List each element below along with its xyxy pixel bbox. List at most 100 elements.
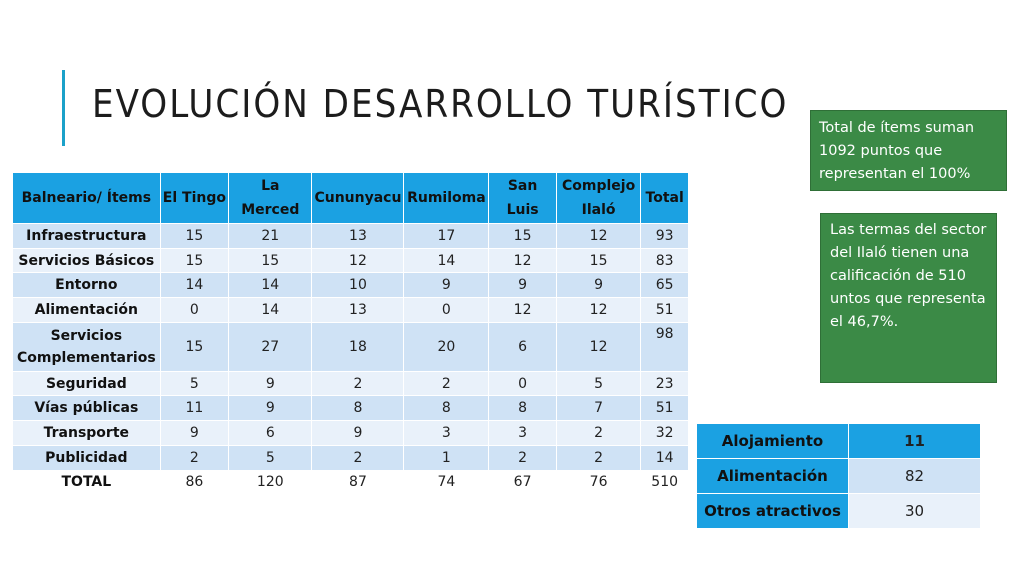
row-label: Publicidad bbox=[12, 444, 161, 471]
row-total-cell: 32 bbox=[640, 420, 689, 446]
table-cell: 2 bbox=[555, 420, 642, 446]
table-cell: 74 bbox=[403, 469, 490, 496]
table-cell: 13 bbox=[311, 297, 405, 323]
table-cell: 5 bbox=[159, 370, 230, 397]
table-row: Servicios Complementarios 15 27 18 20 6 12 98 bbox=[12, 321, 689, 372]
row-label: Entorno bbox=[12, 272, 161, 299]
table-cell: 0 bbox=[403, 297, 490, 323]
table-cell: 2 bbox=[311, 370, 405, 397]
summary-table: Alojamiento 11 Alimentación 82 Otros atracti… bbox=[696, 423, 981, 529]
table-cell: 6 bbox=[228, 420, 313, 446]
summary-value: 30 bbox=[848, 493, 981, 529]
table-cell: 76 bbox=[555, 469, 642, 496]
column-header-balneario: Balneario/ Ítems bbox=[12, 172, 161, 224]
table-header-row: Balneario/ Ítems El Tingo La Merced Cunu… bbox=[12, 172, 689, 224]
table-cell: 0 bbox=[488, 370, 557, 397]
table-cell: 9 bbox=[555, 272, 642, 299]
column-header-total: Total bbox=[640, 172, 689, 224]
table-cell: 17 bbox=[403, 223, 490, 249]
table-cell: 2 bbox=[403, 370, 490, 397]
title-accent-bar bbox=[62, 70, 65, 146]
table-cell: 15 bbox=[159, 321, 230, 372]
table-row: Publicidad 2 5 2 1 2 2 14 bbox=[12, 444, 689, 471]
table-cell: 9 bbox=[228, 395, 313, 422]
table-cell: 12 bbox=[555, 321, 642, 372]
row-total-cell: 510 bbox=[640, 469, 689, 496]
row-label: Servicios Complementarios bbox=[12, 321, 161, 372]
table-cell: 87 bbox=[311, 469, 405, 496]
table-cell: 3 bbox=[488, 420, 557, 446]
table-cell: 0 bbox=[159, 297, 230, 323]
row-total-cell: 51 bbox=[640, 395, 689, 422]
table-cell: 2 bbox=[159, 444, 230, 471]
table-cell: 14 bbox=[159, 272, 230, 299]
table-cell: 2 bbox=[555, 444, 642, 471]
table-cell: 8 bbox=[403, 395, 490, 422]
summary-value: 82 bbox=[848, 458, 981, 494]
table-cell: 15 bbox=[159, 223, 230, 249]
summary-row: Alojamiento 11 bbox=[696, 423, 981, 459]
table-row: Vías públicas 11 9 8 8 8 7 51 bbox=[12, 395, 689, 422]
column-header-san-luis: San Luis bbox=[488, 172, 557, 224]
table-cell: 15 bbox=[159, 247, 230, 274]
table-cell: 15 bbox=[555, 247, 642, 274]
table-cell: 9 bbox=[228, 370, 313, 397]
summary-label: Alimentación bbox=[696, 458, 849, 494]
table-body: Infraestructura 15 21 13 17 15 12 93 Servicios B… bbox=[12, 223, 689, 496]
table-cell: 15 bbox=[488, 223, 557, 249]
table-row: Infraestructura 15 21 13 17 15 12 93 bbox=[12, 223, 689, 249]
table-cell: 14 bbox=[403, 247, 490, 274]
table-row: Alimentación 0 14 13 0 12 12 51 bbox=[12, 297, 689, 323]
row-total-cell: 83 bbox=[640, 247, 689, 274]
scores-table: Balneario/ Ítems El Tingo La Merced Cunu… bbox=[12, 172, 689, 496]
table-cell: 13 bbox=[311, 223, 405, 249]
column-header-el-tingo: El Tingo bbox=[159, 172, 230, 224]
column-header-rumiloma: Rumiloma bbox=[403, 172, 490, 224]
summary-value: 11 bbox=[848, 423, 981, 459]
row-label: TOTAL bbox=[12, 469, 161, 496]
table-cell: 2 bbox=[488, 444, 557, 471]
table-row: TOTAL 86 120 87 74 67 76 510 bbox=[12, 469, 689, 496]
table-cell: 12 bbox=[311, 247, 405, 274]
table-cell: 14 bbox=[228, 272, 313, 299]
row-label: Transporte bbox=[12, 420, 161, 446]
table-cell: 7 bbox=[555, 395, 642, 422]
table-cell: 8 bbox=[311, 395, 405, 422]
row-total-cell: 93 bbox=[640, 223, 689, 249]
slide-title: EVOLUCIÓN DESARROLLO TURÍSTICO bbox=[92, 82, 789, 126]
table-cell: 11 bbox=[159, 395, 230, 422]
table-cell: 9 bbox=[159, 420, 230, 446]
row-total-cell: 14 bbox=[640, 444, 689, 471]
table-row: Servicios Básicos 15 15 12 14 12 15 83 bbox=[12, 247, 689, 274]
column-header-cununyacu: Cununyacu bbox=[311, 172, 405, 224]
row-label: Alimentación bbox=[12, 297, 161, 323]
table-cell: 5 bbox=[555, 370, 642, 397]
table-cell: 12 bbox=[488, 297, 557, 323]
row-total-cell: 65 bbox=[640, 272, 689, 299]
row-label: Seguridad bbox=[12, 370, 161, 397]
table-cell: 15 bbox=[228, 247, 313, 274]
table-cell: 6 bbox=[488, 321, 557, 372]
table-row: Transporte 9 6 9 3 3 2 32 bbox=[12, 420, 689, 446]
summary-table-body: Alojamiento 11 Alimentación 82 Otros atracti… bbox=[696, 423, 981, 529]
table-cell: 12 bbox=[555, 297, 642, 323]
table-cell: 9 bbox=[488, 272, 557, 299]
total-items-note: Total de ítems suman 1092 puntos que rep… bbox=[810, 110, 1007, 191]
table-cell: 27 bbox=[228, 321, 313, 372]
table-cell: 10 bbox=[311, 272, 405, 299]
table-cell: 8 bbox=[488, 395, 557, 422]
table-cell: 9 bbox=[311, 420, 405, 446]
table-row: Seguridad 5 9 2 2 0 5 23 bbox=[12, 370, 689, 397]
table-cell: 120 bbox=[228, 469, 313, 496]
row-total-cell: 51 bbox=[640, 297, 689, 323]
table-cell: 9 bbox=[403, 272, 490, 299]
summary-row: Otros atractivos 30 bbox=[696, 493, 981, 529]
table-cell: 21 bbox=[228, 223, 313, 249]
column-header-la-merced: La Merced bbox=[228, 172, 313, 224]
table-cell: 20 bbox=[403, 321, 490, 372]
table-cell: 12 bbox=[555, 223, 642, 249]
table-cell: 14 bbox=[228, 297, 313, 323]
table-cell: 67 bbox=[488, 469, 557, 496]
table-row: Entorno 14 14 10 9 9 9 65 bbox=[12, 272, 689, 299]
table-cell: 1 bbox=[403, 444, 490, 471]
